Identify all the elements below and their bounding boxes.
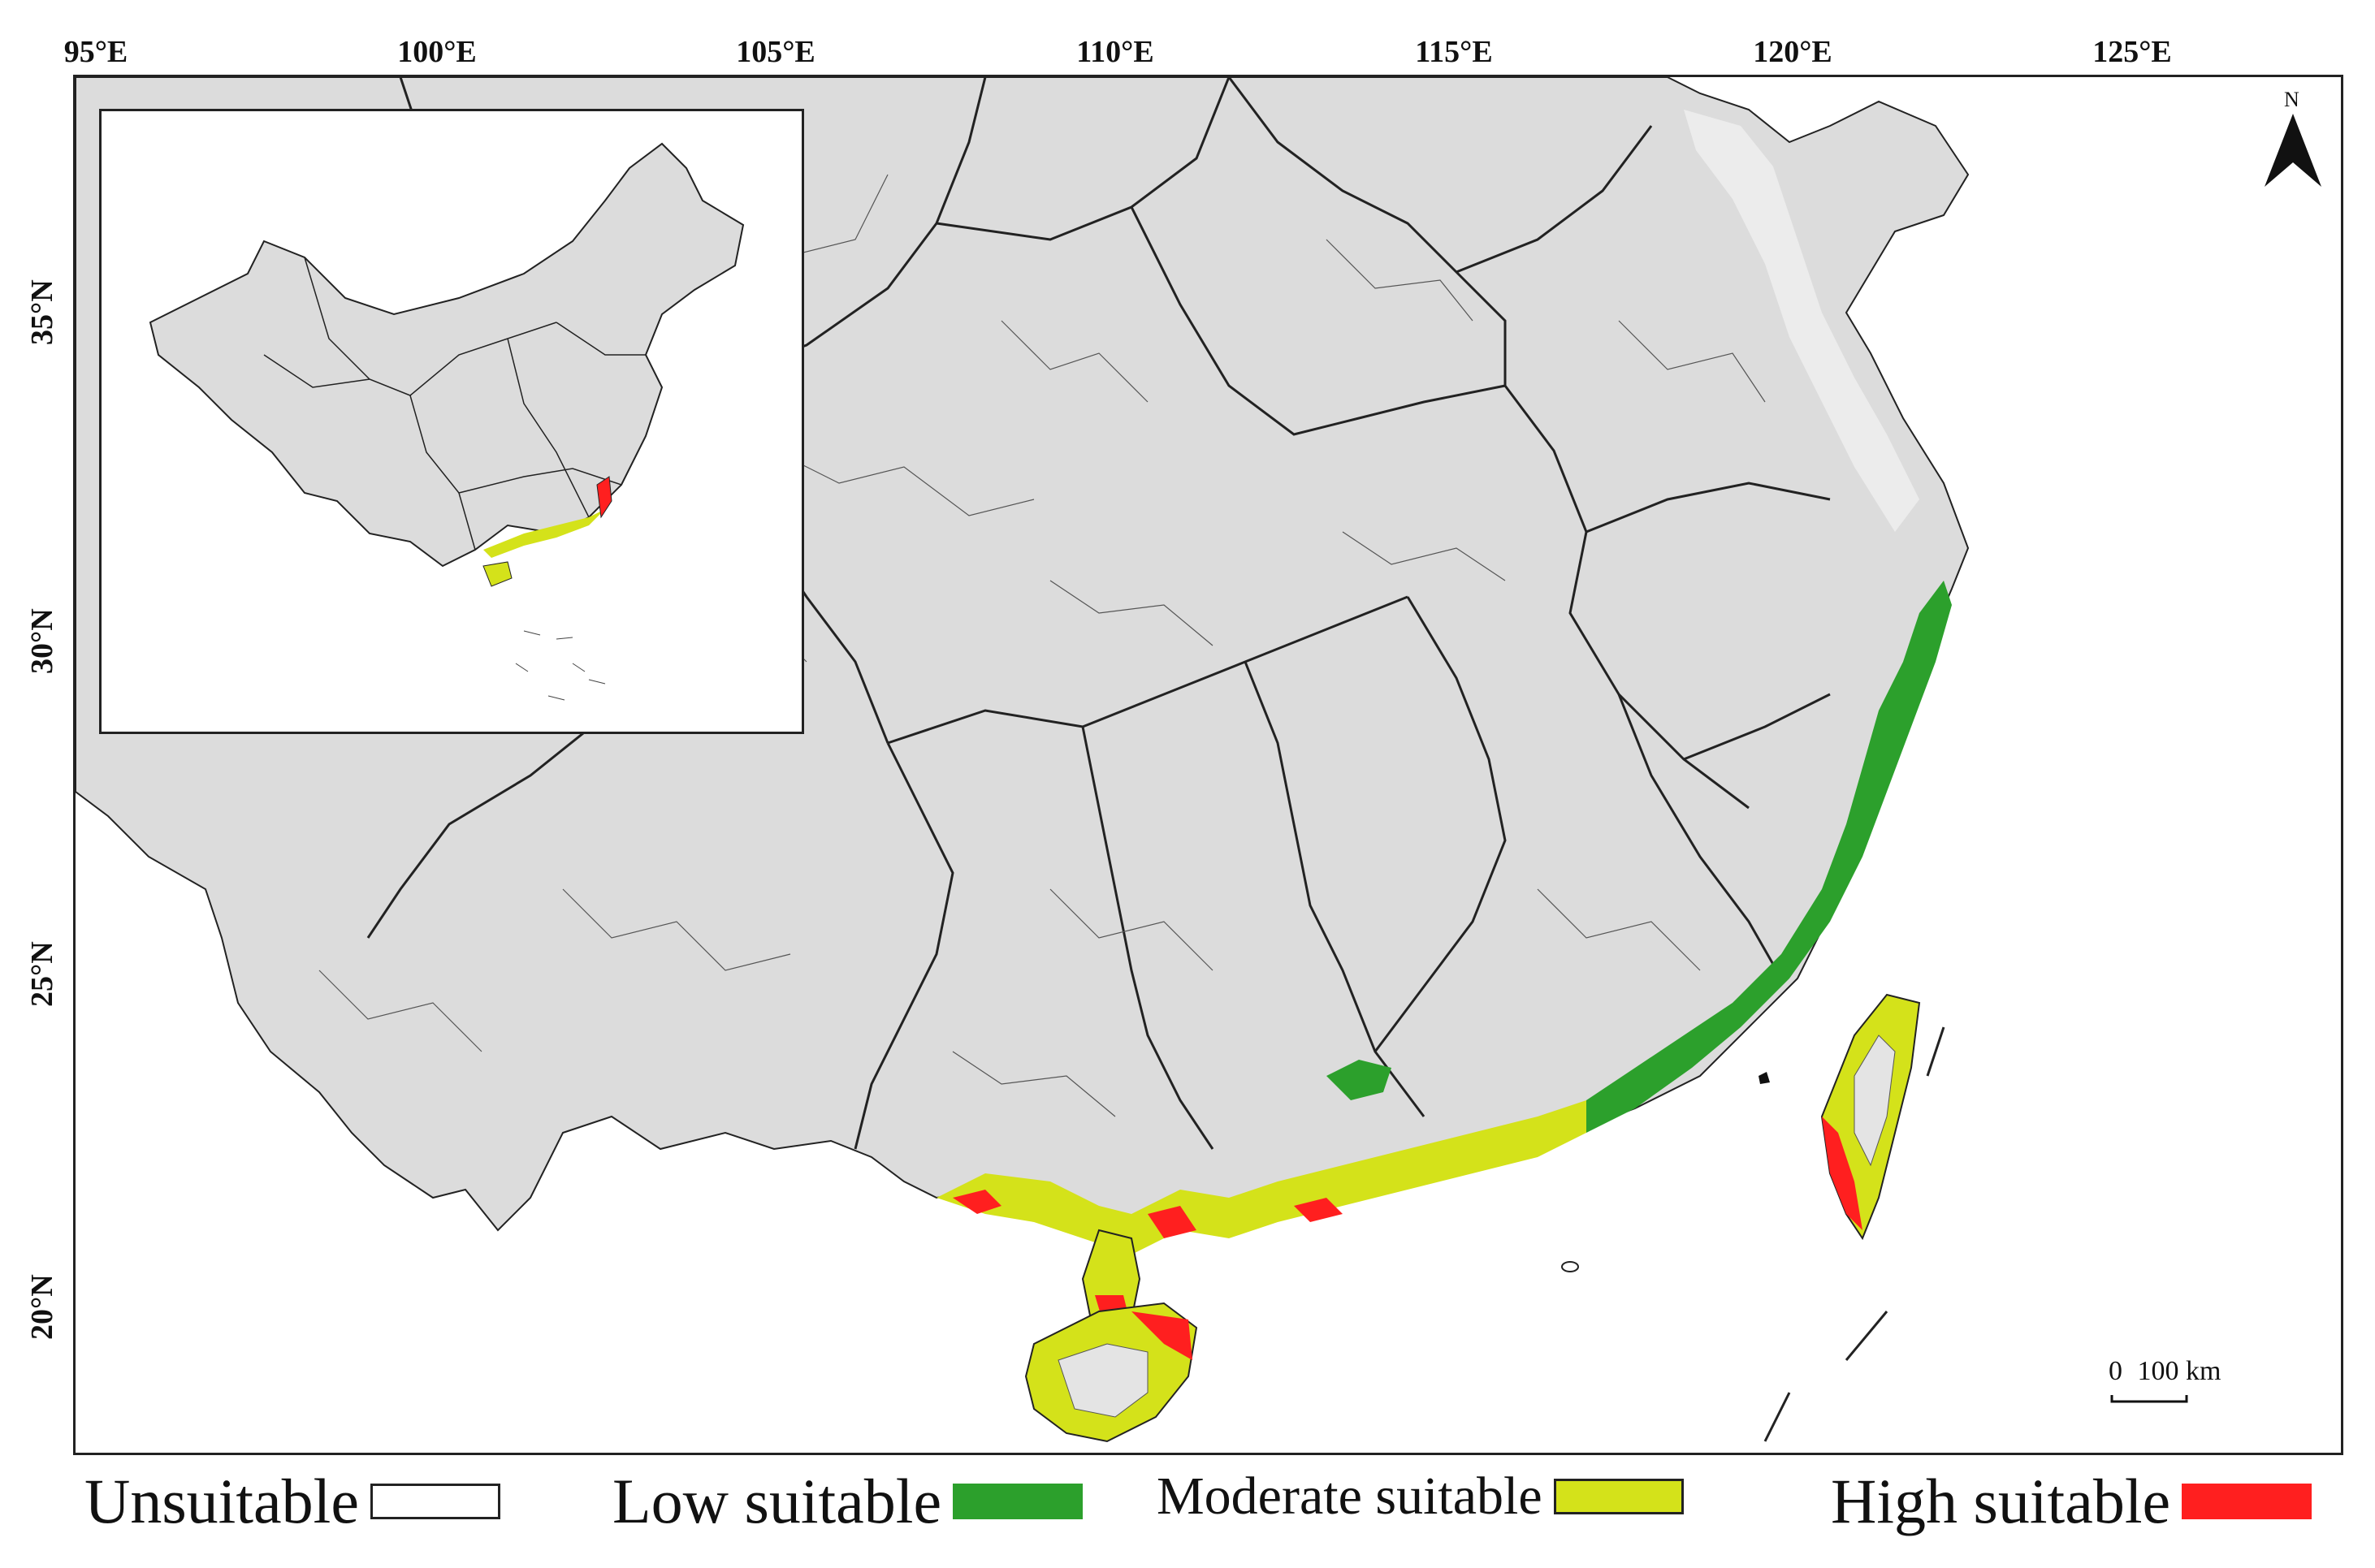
- legend-swatch-high-suitable: [2182, 1484, 2312, 1519]
- scale-zero: 0: [2109, 1356, 2122, 1386]
- inset-map-canvas: [149, 142, 745, 701]
- longitude-label-120e: 120°E: [1753, 35, 1832, 69]
- longitude-label-105e: 105°E: [736, 35, 815, 69]
- longitude-label-95e: 95°E: [63, 35, 128, 69]
- inset-taiwan: [596, 476, 612, 519]
- low-suitable-southeast-coast: [1586, 581, 1952, 1133]
- latitude-label-25n: 25°N: [25, 941, 59, 1007]
- boundary-line-3: [1763, 1392, 1791, 1442]
- hainan-high-suitable: [1131, 1311, 1192, 1360]
- hainan-interior: [1058, 1343, 1149, 1418]
- north-arrow-icon: [2265, 114, 2321, 187]
- longitude-label-100e: 100°E: [397, 35, 477, 69]
- legend-swatch-unsuitable: [370, 1484, 500, 1519]
- low-suitable-inland-patch: [1326, 1060, 1391, 1100]
- small-island: [1561, 1261, 1579, 1272]
- taiwan-interior: [1854, 1035, 1896, 1167]
- legend-item-low-suitable: Low suitable: [612, 1466, 1084, 1536]
- legend-label-moderate-suitable: Moderate suitable: [1157, 1466, 1542, 1526]
- scale-distance: 100 km: [2137, 1356, 2221, 1386]
- inset-china-outline: [149, 142, 745, 568]
- taiwan-high-suitable: [1822, 1117, 1862, 1230]
- boundary-line-1: [1926, 1026, 1945, 1077]
- inset-province-borders: [263, 257, 646, 551]
- longitude-label-115e: 115°E: [1415, 35, 1493, 69]
- legend-label-low-suitable: Low suitable: [612, 1466, 942, 1536]
- scale-label: 0 100 km: [2109, 1356, 2221, 1387]
- latitude-label-20n: 20°N: [25, 1274, 59, 1340]
- latitude-label-30n: 30°N: [25, 608, 59, 674]
- legend-item-high-suitable: High suitable: [1831, 1470, 2312, 1533]
- main-map: [73, 75, 2343, 1455]
- legend-label-unsuitable: Unsuitable: [84, 1466, 359, 1536]
- legend-swatch-moderate-suitable: [1553, 1479, 1684, 1514]
- inset-hainan: [482, 561, 513, 587]
- high-suitable-south-coast: [953, 1190, 1343, 1238]
- longitude-label-125e: 125°E: [2092, 35, 2172, 69]
- latitude-label-35n: 35°N: [25, 279, 59, 345]
- moderate-suitable-south-coast: [937, 1100, 1586, 1255]
- north-label: N: [2284, 88, 2299, 111]
- legend-item-unsuitable: Unsuitable: [84, 1470, 500, 1533]
- island-mark: [1759, 1072, 1770, 1084]
- inset-suitable-coast: [483, 509, 605, 558]
- boundary-line-2: [1845, 1311, 1888, 1361]
- northeast-coastal-band: [1684, 110, 1919, 532]
- legend-label-high-suitable: High suitable: [1831, 1466, 2171, 1536]
- longitude-label-110e: 110°E: [1076, 35, 1154, 69]
- legend: Unsuitable Low suitable Moderate suitabl…: [84, 1462, 2359, 1551]
- inset-south-sea-islands: [515, 630, 606, 701]
- legend-item-moderate-suitable: Moderate suitable: [1157, 1470, 1684, 1523]
- legend-swatch-low-suitable: [953, 1484, 1084, 1519]
- scale-bar: [2110, 1395, 2188, 1403]
- inset-map: [99, 109, 804, 734]
